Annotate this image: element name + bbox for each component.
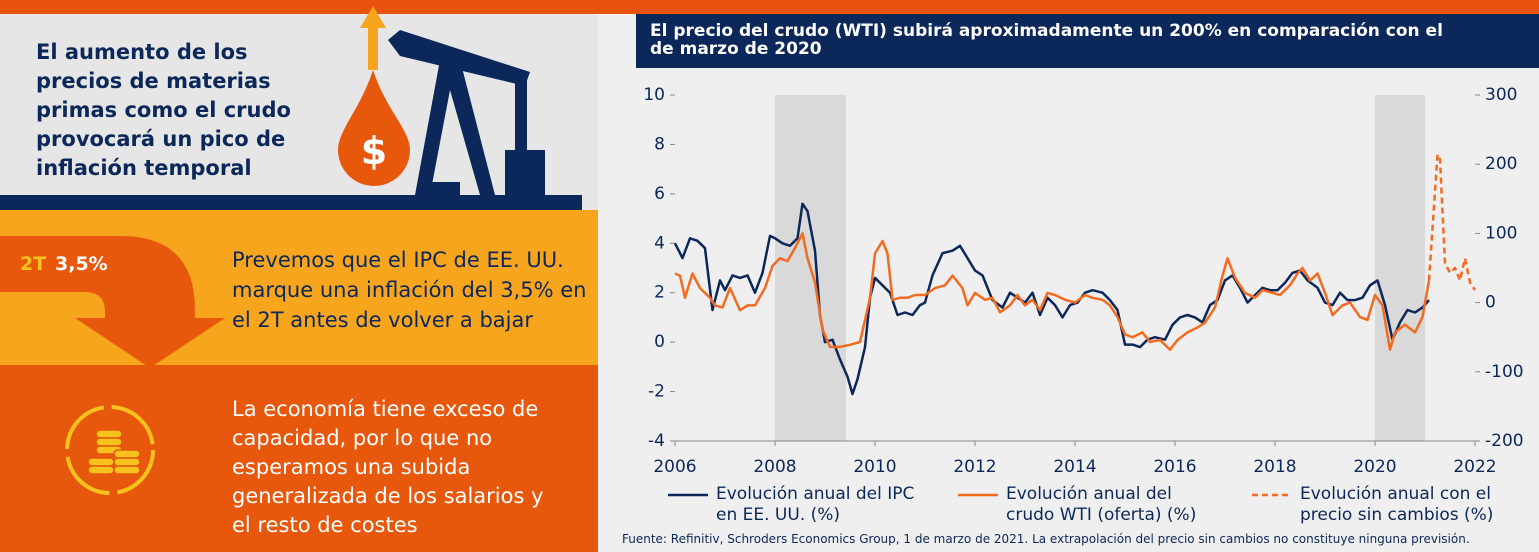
x-tick-label: 2008: [753, 457, 796, 477]
y2-tick-label: 0: [1485, 293, 1496, 313]
y2-tick-label: -100: [1485, 362, 1524, 382]
x-tick-label: 2014: [1053, 457, 1096, 477]
x-tick-label: 2018: [1253, 457, 1296, 477]
y-tick-label: -2: [648, 382, 665, 402]
x-tick-label: 2016: [1153, 457, 1196, 477]
x-tick-label: 2012: [953, 457, 996, 477]
y2-tick-label: 100: [1485, 223, 1517, 243]
x-tick-label: 2010: [853, 457, 896, 477]
shaded-range: [1375, 95, 1425, 441]
y-tick-label: 4: [654, 233, 665, 253]
x-tick-label: 2020: [1353, 457, 1396, 477]
y2-tick-label: 200: [1485, 154, 1517, 174]
page: El aumento de los precios de materias pr…: [0, 0, 1539, 552]
y-tick-label: 0: [654, 332, 665, 352]
y-tick-label: 6: [654, 184, 665, 204]
x-tick-label: 2022: [1453, 457, 1496, 477]
legend-label: Evolución anual del crudo WTI (oferta) (…: [1006, 484, 1221, 526]
y-tick-label: 8: [654, 134, 665, 154]
y-tick-label: -4: [648, 431, 665, 451]
x-tick-label: 2006: [653, 457, 696, 477]
chart-source: Fuente: Refinitiv, Schroders Economics G…: [622, 532, 1470, 546]
legend-label: Evolución anual con el precio sin cambio…: [1300, 484, 1515, 526]
series-line: [1429, 155, 1475, 291]
legend-label: Evolución anual del IPC en EE. UU. (%): [716, 484, 931, 526]
y2-tick-label: -200: [1485, 431, 1524, 451]
y-tick-label: 10: [643, 85, 665, 105]
chart: -4 -2 0 2 4 6 8 10 -200 -100 0 100 200 300 2006 2008 201…: [0, 0, 1539, 552]
y2-tick-label: 300: [1485, 85, 1517, 105]
y-tick-label: 2: [654, 283, 665, 303]
